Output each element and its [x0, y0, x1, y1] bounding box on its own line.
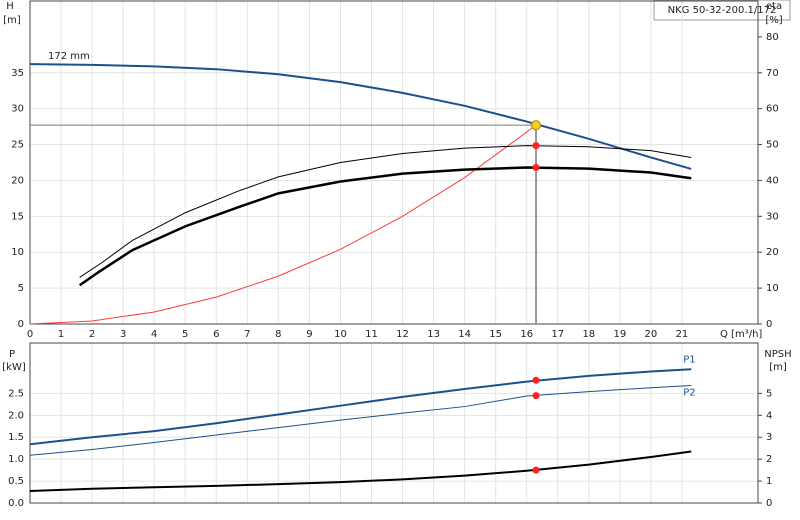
x-tick-label: 0 [27, 329, 33, 340]
plot-frame [29, 0, 759, 325]
chart-title: NKG 50-32-200.1/172 [668, 5, 777, 16]
annotation: 172 mm [48, 51, 90, 62]
x-tick-label: 8 [275, 329, 281, 340]
x-tick-label: 20 [645, 329, 658, 340]
y-tick-label: 1.5 [8, 432, 24, 443]
x-tick-label: 5 [182, 329, 188, 340]
y-tick-label: 15 [11, 211, 24, 222]
series-line [29, 124, 537, 325]
x-tick-label: 15 [489, 329, 502, 340]
y2-unit: [%] [765, 15, 782, 26]
y2-tick-label: 3 [766, 432, 772, 443]
x-tick-label: 16 [520, 329, 533, 340]
x-tick-label: 10 [334, 329, 347, 340]
x-tick-label: 7 [244, 329, 250, 340]
y-unit: [kW] [2, 362, 26, 373]
y-tick-label: 5 [18, 283, 24, 294]
duty-marker [532, 142, 540, 150]
duty-marker [532, 164, 540, 172]
y2-tick-label: 0 [766, 498, 772, 509]
duty-marker [532, 466, 540, 474]
y-tick-label: 25 [11, 140, 24, 151]
y-unit: [m] [3, 15, 21, 26]
plot-frame [29, 342, 759, 504]
y2-tick-label: 60 [766, 104, 779, 115]
series-label: P2 [683, 388, 695, 399]
series-label: P1 [683, 354, 695, 365]
x-tick-label: 12 [396, 329, 409, 340]
y-tick-label: 2.0 [8, 410, 24, 421]
x-tick-label: 3 [120, 329, 126, 340]
x-tick-label: 6 [213, 329, 219, 340]
y-tick-label: 30 [11, 104, 24, 115]
x-tick-label: 17 [551, 329, 564, 340]
y-label: P [9, 349, 15, 360]
x-tick-label: 2 [89, 329, 95, 340]
y2-tick-label: 80 [766, 32, 779, 43]
y2-tick-label: 1 [766, 476, 772, 487]
x-tick-label: 21 [676, 329, 689, 340]
y2-tick-label: 0 [766, 319, 772, 330]
y2-label: eta [766, 1, 782, 12]
y2-tick-label: 2 [766, 454, 772, 465]
y2-tick-label: 10 [766, 283, 779, 294]
y2-tick-label: 70 [766, 68, 779, 79]
duty-point [531, 120, 542, 131]
series-line [29, 368, 692, 446]
x-tick-label: 14 [458, 329, 471, 340]
x-tick-label: 18 [582, 329, 595, 340]
y-tick-label: 20 [11, 175, 24, 186]
y2-tick-label: 30 [766, 211, 779, 222]
duty-marker [532, 392, 540, 400]
y2-tick-label: 20 [766, 247, 779, 258]
y-tick-label: 1.0 [8, 454, 24, 465]
series-line [29, 385, 692, 456]
title-box [653, 0, 791, 21]
y2-tick-label: 50 [766, 140, 779, 151]
x-tick-label: 9 [306, 329, 312, 340]
y2-tick-label: 40 [766, 175, 779, 186]
series-line [78, 166, 692, 287]
y-tick-label: 0 [18, 319, 24, 330]
y-label: H [6, 1, 14, 12]
x-tick-label: 4 [151, 329, 157, 340]
series-line [29, 450, 692, 492]
y-tick-label: 2.5 [8, 388, 24, 399]
duty-marker [532, 376, 540, 384]
y2-tick-label: 5 [766, 388, 772, 399]
x-tick-label: 11 [365, 329, 378, 340]
y-tick-label: 0.5 [8, 476, 24, 487]
y2-unit: [m] [769, 362, 787, 373]
x-tick-label: 1 [58, 329, 64, 340]
x-label: Q [m³/h] [720, 329, 762, 340]
series-line [79, 145, 692, 278]
x-tick-label: 13 [427, 329, 440, 340]
x-tick-label: 19 [613, 329, 626, 340]
y-tick-label: 10 [11, 247, 24, 258]
y2-label: NPSH [764, 349, 791, 360]
y-tick-label: 0.0 [8, 498, 24, 509]
series-line [29, 63, 692, 170]
y2-tick-label: 4 [766, 410, 772, 421]
y-tick-label: 35 [11, 68, 24, 79]
